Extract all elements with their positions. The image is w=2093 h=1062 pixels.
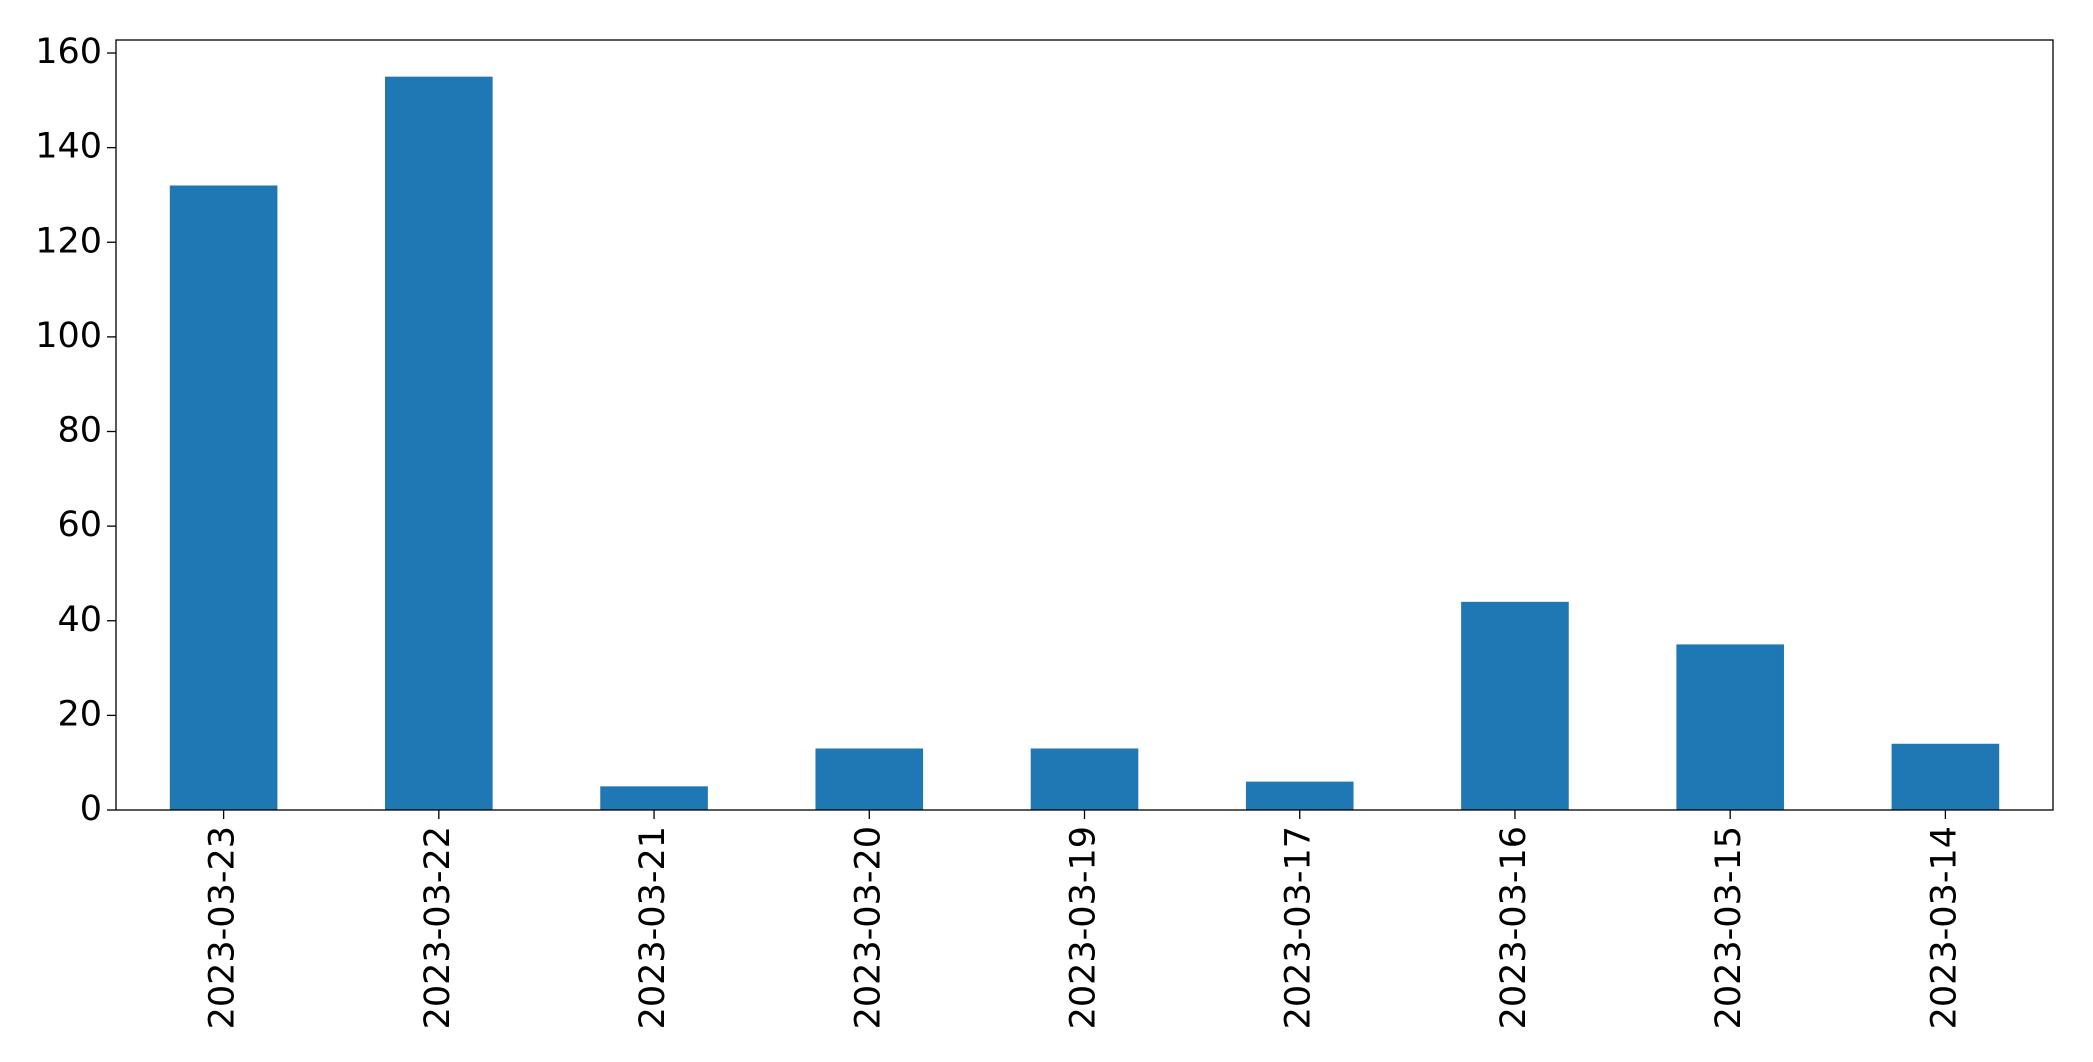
plot-frame bbox=[115, 39, 2054, 811]
x-tick-label: 2023-03-19 bbox=[1064, 826, 1104, 1029]
y-tick-label: 100 bbox=[35, 316, 102, 356]
y-tick-label: 80 bbox=[57, 411, 102, 451]
x-tick-label: 2023-03-21 bbox=[633, 826, 673, 1029]
y-tick-label: 120 bbox=[35, 221, 102, 261]
y-tick-label: 20 bbox=[57, 694, 102, 734]
x-tick-label: 2023-03-16 bbox=[1494, 826, 1534, 1029]
bar bbox=[169, 185, 278, 810]
bar bbox=[1676, 644, 1784, 810]
x-tick-label: 2023-03-14 bbox=[1924, 826, 1964, 1029]
bar bbox=[1461, 601, 1569, 810]
x-tick-label: 2023-03-22 bbox=[418, 826, 458, 1029]
bar bbox=[600, 786, 708, 810]
y-tick-label: 0 bbox=[80, 789, 102, 829]
y-tick-label: 40 bbox=[57, 600, 102, 640]
x-tick-label: 2023-03-20 bbox=[848, 826, 888, 1029]
bar bbox=[1891, 743, 2000, 810]
y-tick-label: 60 bbox=[57, 505, 102, 545]
y-tick-label: 140 bbox=[35, 127, 102, 167]
bar bbox=[385, 76, 493, 810]
bar bbox=[815, 748, 924, 810]
x-tick-label: 2023-03-15 bbox=[1709, 826, 1749, 1029]
y-tick-label: 160 bbox=[35, 32, 102, 72]
bar bbox=[1245, 781, 1354, 810]
x-tick-label: 2023-03-17 bbox=[1279, 826, 1319, 1029]
bar bbox=[1030, 748, 1139, 810]
x-tick-label: 2023-03-23 bbox=[203, 826, 243, 1029]
